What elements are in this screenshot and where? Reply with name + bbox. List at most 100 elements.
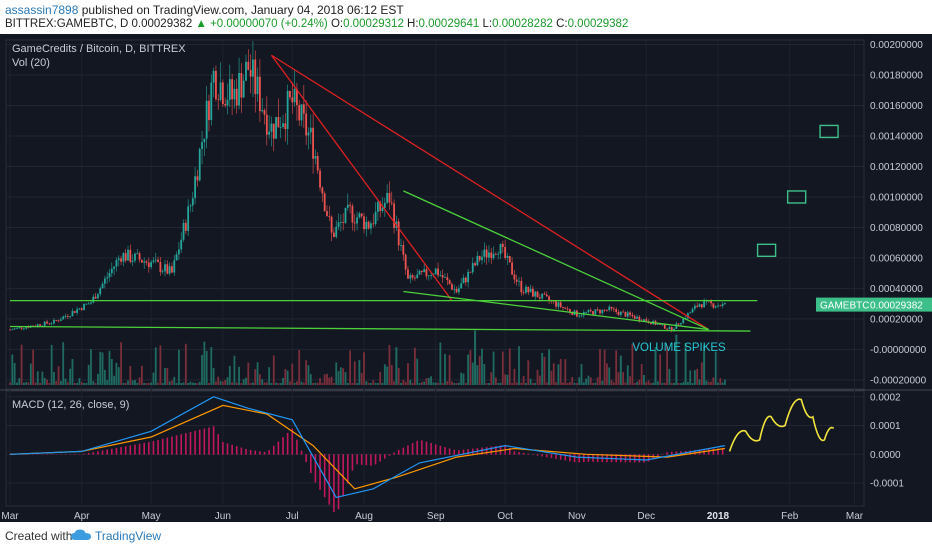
macd-hist-bar [152,441,155,455]
volume-bar [680,383,682,385]
candle-body [661,324,664,326]
volume-bar [536,369,539,385]
volume-bar [469,350,472,385]
volume-bar [596,377,599,385]
candle-body [693,305,696,309]
time-tick-label: Dec [637,511,655,522]
candle-body [258,76,261,112]
macd-hist-bar [138,443,141,455]
candle-body [277,117,280,128]
macd-hist-bar [527,453,530,455]
volume-bar [682,382,685,385]
volume-bar [455,382,458,385]
candle-body [460,283,463,289]
volume-bar [420,381,423,385]
trendline-green [403,290,709,331]
macd-hist-bar [444,447,446,455]
macd-hist-bar [235,446,238,455]
macd-hist-bar [374,454,377,465]
volume-bar [550,370,553,385]
macd-hist-bar [384,454,386,459]
candle-body [696,305,699,307]
candle-body [122,253,125,262]
volume-bar [693,370,696,385]
volume-bar [41,371,44,385]
volume-bar [698,379,701,385]
candle-body [314,156,317,159]
candle-body [423,269,426,273]
candle-body [700,304,703,308]
author-link[interactable]: assassin7898 [5,3,79,17]
tradingview-brand[interactable]: TradingView [95,529,162,543]
volume-bar [525,382,527,385]
macd-hist-bar [458,450,460,455]
volume-bar [270,382,273,385]
candle-body [397,221,400,246]
candle-body [455,288,458,293]
macd-hist-bar [430,443,432,455]
price-change: ▲ +0.00000070 (+0.24%) [195,18,328,30]
volume-bar [365,381,368,385]
macd-hist-bar [407,445,409,455]
ohlc-low-label: L: [482,18,493,30]
macd-hist-bar [347,454,349,484]
candle-body [187,206,190,231]
volume-bar [113,375,116,385]
target-box [819,124,839,139]
candle-body [154,259,157,261]
ohlc-open-value: 0.00029312 [343,18,404,30]
volume-bar [555,382,557,385]
candle-body [631,314,634,317]
volume-bar [629,376,631,385]
candle-body [617,312,620,315]
price-tick-label: 0.00160000 [870,101,923,112]
macd-hist-bar [360,454,363,465]
volume-bar [622,372,625,385]
volume-bar [328,377,331,385]
candle-body [411,275,414,278]
candle-body [525,286,527,293]
macd-hist-bar [249,449,252,455]
macd-hist-bar [180,434,183,455]
candle-body [569,309,571,313]
candle-body [92,296,95,303]
volume-bar [277,382,280,385]
candle-body [606,309,608,311]
volume-bar [532,382,534,385]
candle-body [677,323,680,325]
volume-bar [617,372,620,385]
macd-hist-bar [296,439,298,455]
macd-hist-bar [259,451,261,455]
macd-hist-bar [481,447,483,455]
volume-spike-bar [619,355,622,385]
macd-hist-bar [370,454,372,466]
volume-bar [175,382,178,385]
volume-bar [402,379,405,385]
volume-bar [29,363,32,385]
volume-bar [460,372,463,385]
trendline-green [9,325,751,332]
price-tick-label: 0.00040000 [870,284,923,295]
macd-hist-bar [309,454,312,474]
candle-body [430,275,432,276]
volume-bar [106,379,109,385]
candle-body [724,303,726,304]
volume-bar [499,382,502,385]
symbol-label: BITTREX:GAMEBTC, D [5,18,129,30]
candle-body [504,246,507,259]
volume-bar [16,382,18,385]
macd-hist-bar [245,448,247,455]
candle-body [224,104,227,106]
candle-body [309,127,312,133]
macd-hist-bar [185,433,187,455]
volume-bar [390,364,393,385]
volume-bar [511,382,513,385]
candle-body [252,59,254,77]
volume-bar [224,380,227,385]
volume-bar [393,381,395,385]
price-chart[interactable]: 0.00200000 0.00180000 0.00160000 0.00140000… [0,34,932,522]
macd-hist-bar [721,448,724,455]
volume-bar [117,367,120,385]
volume-bar [189,381,192,385]
volume-bar [404,381,407,385]
